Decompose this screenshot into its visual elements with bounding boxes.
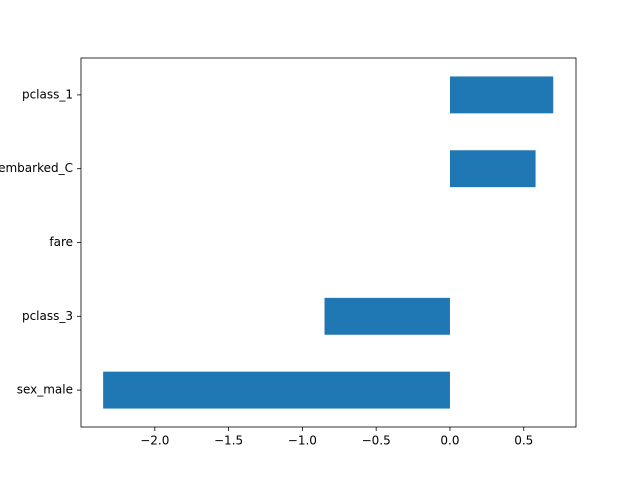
y-tick-label: embarked_C — [0, 161, 73, 175]
y-tick-label: fare — [49, 235, 73, 249]
x-tick-label: −2.0 — [140, 434, 169, 448]
x-tick-label: −0.5 — [362, 434, 391, 448]
x-tick-label: −1.0 — [288, 434, 317, 448]
x-tick-label: −1.5 — [214, 434, 243, 448]
bar — [324, 297, 450, 335]
plot-frame — [80, 57, 577, 428]
bar — [449, 150, 536, 188]
y-tick-label: pclass_3 — [22, 309, 73, 323]
y-tick-label: pclass_1 — [22, 87, 73, 101]
bar — [449, 76, 554, 114]
x-tick-label: 0.0 — [440, 434, 459, 448]
bar — [103, 371, 450, 409]
y-tick-label: sex_male — [17, 383, 73, 397]
x-tick-label: 0.5 — [514, 434, 533, 448]
